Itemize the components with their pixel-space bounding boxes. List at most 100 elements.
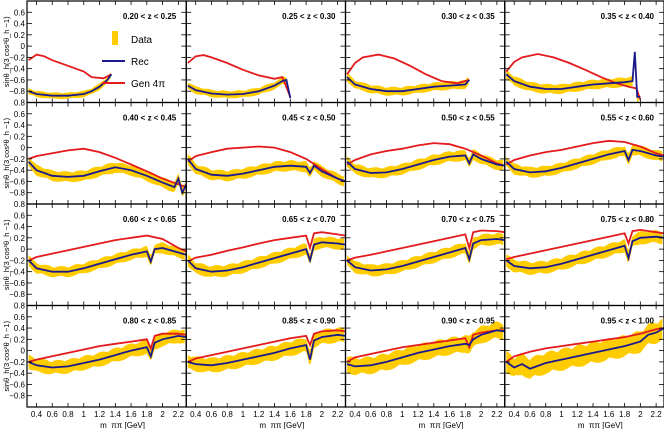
gen-line — [28, 53, 112, 80]
x-tick-label: 2 — [479, 410, 484, 419]
panel-frame — [504, 304, 664, 408]
x-tick-label: 0.6 — [206, 410, 218, 419]
data-band — [347, 233, 504, 277]
gen-line — [506, 228, 664, 261]
panel-plot-area — [28, 329, 187, 375]
y-tick-label: −0.2 — [9, 358, 25, 367]
x-tick-label: 1.4 — [587, 410, 599, 419]
y-tick-label: −0.4 — [9, 166, 25, 175]
data-band — [506, 318, 663, 379]
data-band — [187, 153, 344, 187]
x-tick-label: 2 — [320, 410, 325, 419]
panel-label: 0.90 < z < 0.95 — [441, 317, 495, 326]
panel-plot-area — [346, 53, 470, 96]
gen-line — [505, 53, 642, 100]
y-tick-label: −0.6 — [9, 380, 25, 389]
gen-line — [346, 53, 470, 85]
x-tick-label: 1.8 — [460, 410, 472, 419]
y-axis-label: sinθ_h(3 cos²θ_h −1) — [2, 320, 11, 391]
y-tick-label: 0.8 — [14, 302, 26, 311]
y-tick-label: 0.8 — [14, 200, 26, 209]
panel-1: −0.8 −0.6 −0.4 −0.2 0 0.2 0.4 0.6 0.20 < z < 0.2… — [9, 0, 187, 104]
rec-line — [187, 241, 346, 273]
y-tick-label: −0.2 — [9, 53, 25, 62]
panel-plot-area — [505, 51, 642, 102]
rec-line — [505, 235, 664, 270]
y-axis-label: sinθ_h(3 cos²θ_h −1) — [2, 16, 11, 87]
y-tick-label: −0.6 — [9, 76, 25, 85]
y-tick-label: 0.2 — [14, 335, 26, 344]
y-tick-label: 0.6 — [14, 211, 26, 220]
x-tick-label: 0.4 — [509, 410, 521, 419]
legend-label: Gen 4π — [131, 79, 165, 90]
y-tick-label: −0.8 — [9, 290, 25, 299]
y-tick-label: 0 — [21, 42, 26, 51]
y-tick-label: −0.8 — [9, 87, 25, 96]
panel-label: 0.65 < z < 0.70 — [282, 215, 336, 224]
x-tick-label: 0.8 — [381, 410, 393, 419]
gen-line — [28, 332, 187, 363]
y-tick-label: 0 — [21, 144, 26, 153]
gen-line — [28, 234, 187, 262]
x-tick-label: 2 — [638, 410, 643, 419]
panel-label: 0.45 < z < 0.50 — [282, 114, 336, 123]
x-tick-label: 1 — [82, 410, 87, 419]
x-tick-label: 1.6 — [603, 410, 615, 419]
panel-plot-area — [505, 139, 664, 178]
panel-label: 0.40 < z < 0.45 — [123, 114, 177, 123]
y-tick-label: 0.4 — [14, 324, 26, 333]
y-tick-label: −0.4 — [9, 369, 25, 378]
x-tick-label: 2.2 — [651, 410, 663, 419]
panel-plot-area — [187, 327, 346, 373]
panel-7: 0.50 < z < 0.55 — [344, 101, 506, 205]
x-tick-label: 2 — [160, 410, 165, 419]
x-axis-label: m_ππ [GeV] — [578, 421, 623, 429]
x-tick-label: 2.2 — [491, 410, 503, 419]
x-tick-label: 1.6 — [126, 410, 138, 419]
data-band — [28, 157, 185, 196]
rec-line — [28, 334, 187, 369]
panel-plot-area — [187, 145, 346, 187]
rec-line — [346, 76, 470, 93]
x-tick-label: 2.2 — [173, 410, 185, 419]
gen-line — [187, 145, 346, 183]
legend-label: Data — [131, 35, 153, 46]
panel-plot-area — [346, 142, 505, 179]
x-tick-label: 0.6 — [524, 410, 536, 419]
rec-line — [187, 333, 346, 367]
gen-line — [346, 329, 505, 363]
panel-2: 0.25 < z < 0.30 — [185, 0, 347, 104]
panel-label: 0.20 < z < 0.25 — [123, 12, 177, 21]
y-tick-label: 0.6 — [14, 8, 26, 17]
panel-label: 0.25 < z < 0.30 — [282, 12, 336, 21]
panel-13: −0.8−0.6−0.4−0.200.20.40.60.80.80 < z < … — [9, 302, 187, 429]
panel-plot-area — [187, 231, 346, 278]
data-band — [506, 230, 663, 275]
gen-line — [187, 54, 292, 98]
x-tick-label: 0.8 — [62, 410, 74, 419]
panel-5: −0.8 −0.6 −0.4 −0.2 0 0.2 0.4 0.6 0.8 0.40 < z < … — [9, 99, 187, 205]
panel-12: 0.75 < z < 0.80 — [504, 203, 664, 307]
data-band — [187, 236, 344, 278]
panel-plot-area — [28, 53, 113, 100]
panel-plot-area — [27, 234, 187, 278]
y-tick-label: −0.6 — [9, 177, 25, 186]
x-tick-label: 1.4 — [110, 410, 122, 419]
y-tick-label: 0 — [21, 245, 26, 254]
gen-line — [346, 229, 505, 262]
panel-10: 0.65 < z < 0.70 — [185, 203, 347, 307]
data-band — [187, 327, 344, 373]
panel-label: 0.70 < z < 0.75 — [441, 215, 495, 224]
rec-line — [27, 161, 187, 196]
data-band — [347, 321, 504, 376]
rec-line — [505, 51, 641, 98]
y-axis-label: sinθ_h(3 cos²θ_h −1) — [2, 219, 11, 290]
x-tick-label: 1 — [559, 410, 564, 419]
x-tick-label: 0.6 — [47, 410, 59, 419]
panel-plot-area — [187, 54, 292, 99]
x-tick-label: 1.6 — [444, 410, 456, 419]
panel-16: 0.95 < z < 1.00 0.4 0.6 0.8 1 1.2 1.4 1.6 1.8 2 2.… — [504, 304, 664, 429]
x-tick-label: 1.8 — [301, 410, 313, 419]
panel-8: 0.55 < z < 0.60 — [504, 101, 664, 205]
